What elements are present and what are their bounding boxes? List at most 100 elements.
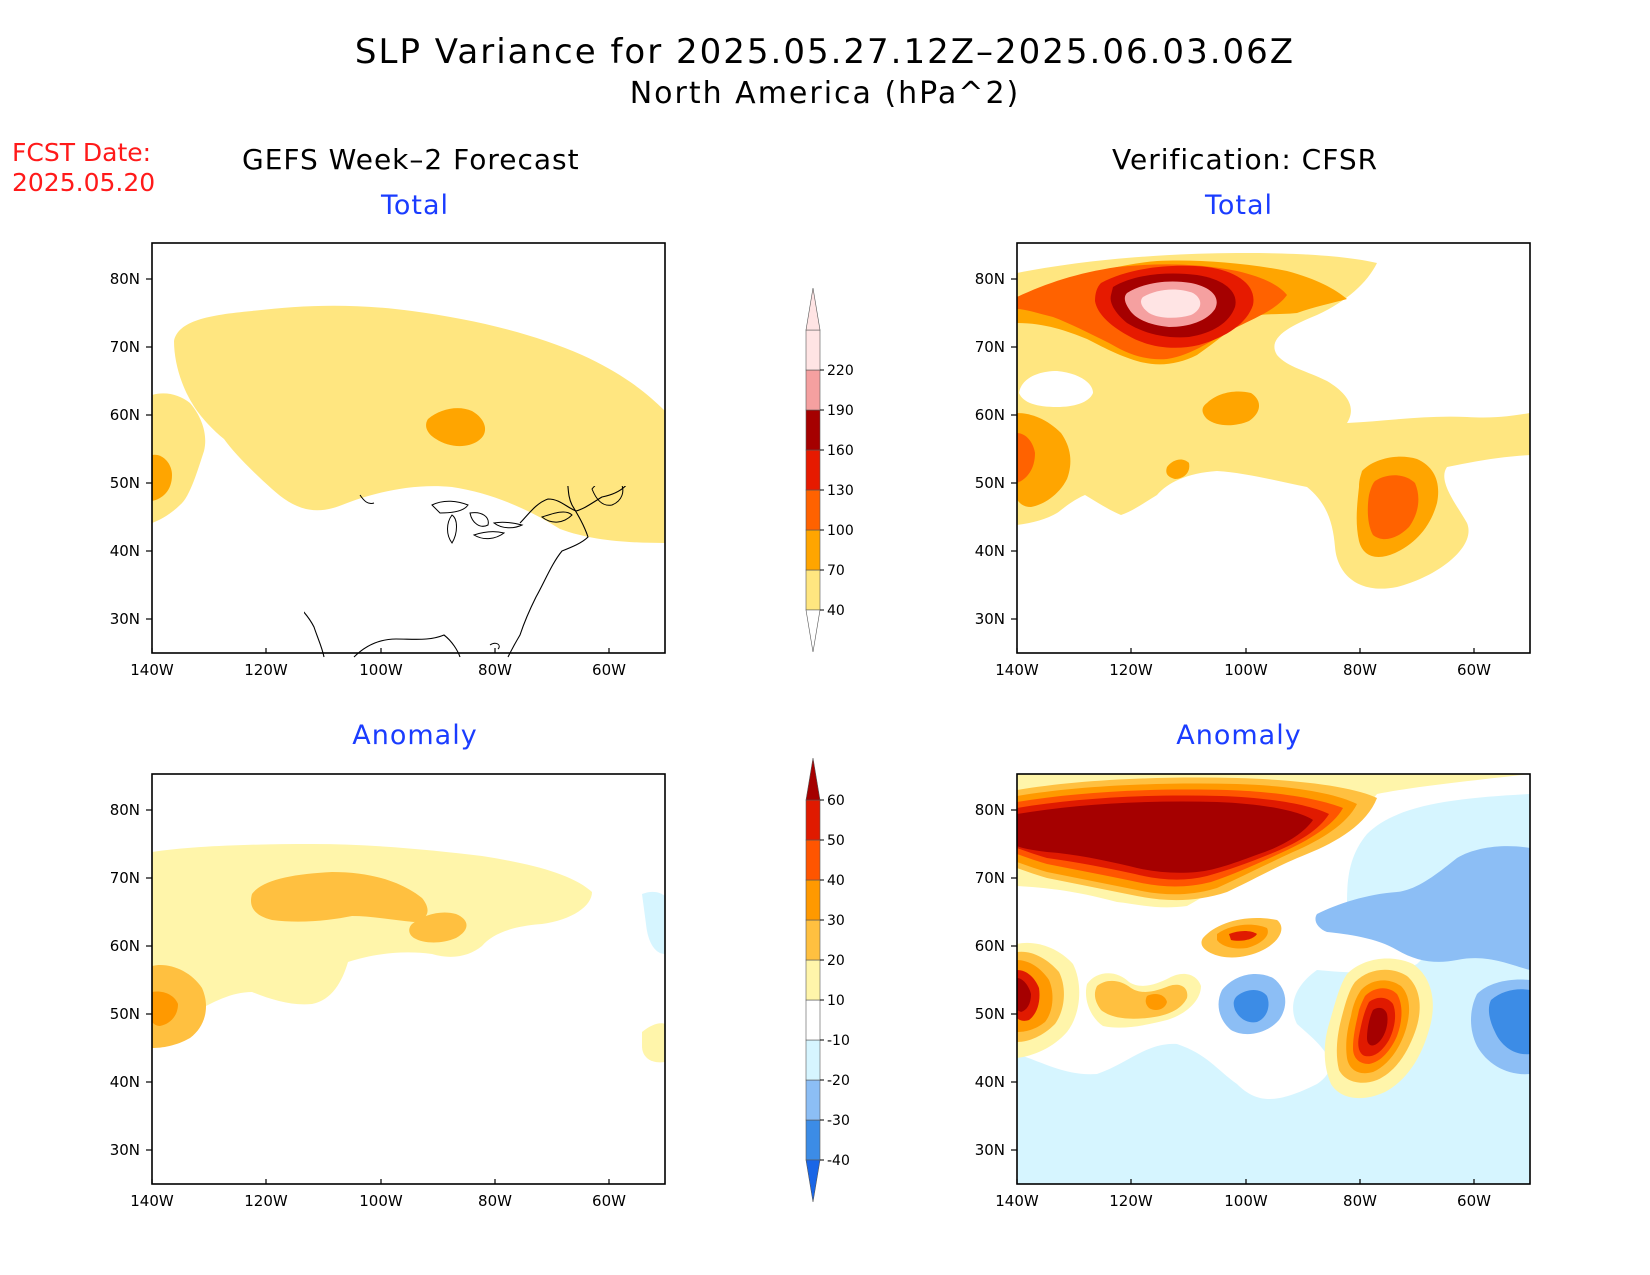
lat-tick-label: 40N (975, 1073, 1005, 1091)
lon-tick-label: 60W (1457, 1192, 1491, 1210)
colorbar-segment (805, 409, 821, 451)
lat-tick-label: 80N (975, 270, 1005, 288)
colorbar-label: 30 (827, 913, 845, 929)
lat-lon-ticks: 140W 120W 100W 80W 60W 80N 70N 60N 50N 40N 30N (110, 801, 626, 1210)
lat-tick-label: 60N (975, 937, 1005, 955)
lat-tick-label: 80N (975, 801, 1005, 819)
lat-tick-label: 30N (110, 1141, 140, 1159)
colorbar-label: -30 (827, 1113, 850, 1129)
variance-contour-70 (426, 408, 486, 447)
lat-tick-label: 80N (110, 801, 140, 819)
lat-tick-label: 50N (975, 474, 1005, 492)
anomaly-contour-10 (642, 1023, 665, 1063)
anomaly-contour-20 (1094, 980, 1188, 1019)
lat-tick-label: 60N (110, 937, 140, 955)
colorbar-label: -20 (827, 1073, 850, 1089)
anomaly-contour-20 (250, 872, 428, 922)
lon-tick-label: 80W (1343, 661, 1377, 679)
lat-tick-label: 40N (110, 542, 140, 560)
anomaly-contour-50 (1229, 931, 1257, 941)
colorbar-segment (805, 839, 821, 881)
lon-tick-label: 140W (130, 661, 174, 679)
colorbar-bottom-arrow (805, 609, 821, 653)
anomaly-contour-30 (152, 991, 178, 1026)
colorbar-label: 40 (827, 603, 845, 619)
colorbar-label: 220 (827, 363, 854, 379)
colorbar-top-arrow (805, 757, 821, 801)
colorbar-label: -40 (827, 1153, 850, 1169)
panel-title-verification-anomaly: Anomaly (1176, 720, 1302, 751)
colorbar-label: 20 (827, 953, 845, 969)
forecast-total-map: 140W 120W 100W 80W 60W 80N 70N 60N 50N 40N 30N (110, 242, 666, 679)
lon-tick-label: 100W (1224, 661, 1268, 679)
lat-lon-ticks: 140W 120W 100W 80W 60W 80N 70N 60N 50N 40N 30N (975, 801, 1491, 1210)
colorbar-segment (805, 999, 821, 1041)
forecast-anomaly-map: 140W 120W 100W 80W 60W 80N 70N 60N 50N 40N 30N (110, 773, 666, 1210)
lon-tick-label: 120W (244, 1192, 288, 1210)
lat-tick-label: 40N (110, 1073, 140, 1091)
anomaly-contour-neg20 (1315, 846, 1530, 970)
anomaly-contour-30 (1145, 994, 1167, 1010)
lon-tick-label: 120W (1109, 1192, 1153, 1210)
map-frame (1016, 242, 1531, 654)
colorbar-segment (805, 529, 821, 571)
lat-tick-label: 30N (975, 610, 1005, 628)
lat-tick-label: 60N (110, 406, 140, 424)
colorbar-label: 70 (827, 563, 845, 579)
anomaly-contour-20 (409, 912, 467, 943)
lon-tick-label: 60W (592, 661, 626, 679)
variance-contour-70 (1166, 459, 1190, 479)
anomaly-contour-neg30 (1488, 989, 1530, 1055)
lon-tick-label: 80W (478, 661, 512, 679)
anomaly-contour-neg10 (642, 891, 665, 954)
anomaly-contour-60 (1017, 801, 1313, 873)
main-subtitle: North America (hPa^2) (629, 76, 1021, 111)
anomaly-colorbar: -40 -30 -20 -10 10 20 30 40 50 60 (805, 757, 850, 1203)
lon-tick-label: 60W (1457, 661, 1491, 679)
colorbar-segment (805, 569, 821, 611)
panel-title-forecast-anomaly: Anomaly (352, 720, 478, 751)
lon-tick-label: 60W (592, 1192, 626, 1210)
variance-contour-70 (1202, 391, 1260, 426)
lon-tick-label: 80W (478, 1192, 512, 1210)
lon-tick-label: 100W (359, 661, 403, 679)
lon-tick-label: 100W (359, 1192, 403, 1210)
colorbar-segment (805, 919, 821, 961)
colorbar-label: 10 (827, 993, 845, 1009)
colorbar-label: 190 (827, 403, 854, 419)
colorbar-segment (805, 489, 821, 531)
colorbar-segment (805, 879, 821, 921)
lat-tick-label: 60N (975, 406, 1005, 424)
colorbar-segment (805, 799, 821, 841)
lat-tick-label: 50N (110, 474, 140, 492)
colorbar-segment (805, 1039, 821, 1081)
lat-tick-label: 80N (110, 270, 140, 288)
forecast-column-title: GEFS Week–2 Forecast (242, 143, 580, 176)
lat-tick-label: 70N (975, 338, 1005, 356)
lat-tick-label: 50N (975, 1005, 1005, 1023)
colorbar-bottom-arrow (805, 1159, 821, 1203)
lon-tick-label: 120W (1109, 661, 1153, 679)
map-frame (151, 242, 666, 654)
colorbar-label: 60 (827, 793, 845, 809)
lon-tick-label: 140W (130, 1192, 174, 1210)
colorbar-segment (805, 369, 821, 411)
lat-tick-label: 70N (110, 338, 140, 356)
variance-below-40 (1019, 371, 1093, 407)
colorbar-segment (805, 1119, 821, 1161)
lon-tick-label: 140W (995, 661, 1039, 679)
colorbar-label: 100 (827, 523, 854, 539)
lat-lon-ticks: 140W 120W 100W 80W 60W 80N 70N 60N 50N 40N 30N (110, 270, 626, 679)
lat-tick-label: 30N (975, 1141, 1005, 1159)
panel-title-forecast-total: Total (380, 190, 450, 221)
colorbar-label: 40 (827, 873, 845, 889)
verification-anomaly-map: 140W 120W 100W 80W 60W 80N 70N 60N 50N 40N 30N (975, 773, 1531, 1210)
colorbar-segment (805, 329, 821, 371)
colorbar-segment (805, 449, 821, 491)
anomaly-contour-60 (1017, 978, 1031, 1012)
variance-contour-100 (1367, 475, 1419, 540)
fcst-date-label: FCST Date: (12, 138, 152, 167)
map-frame (151, 773, 666, 1185)
variance-contour-70 (152, 454, 172, 501)
